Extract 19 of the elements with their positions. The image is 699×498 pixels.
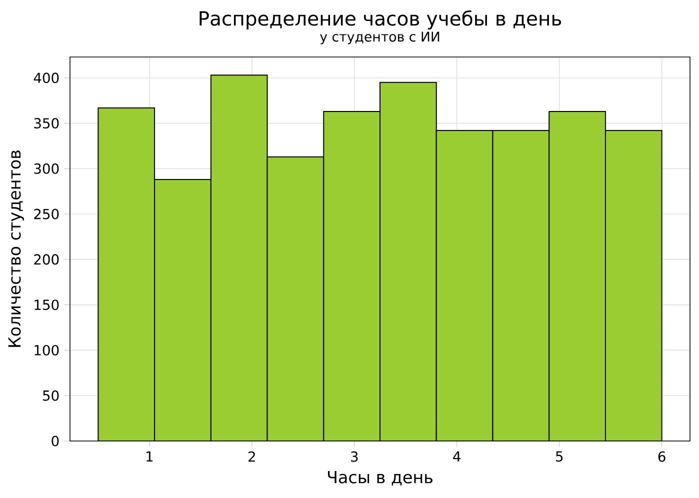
y-tick-label: 0	[52, 436, 59, 446]
y-tick-label: 50	[43, 390, 59, 401]
x-tick-label: 6	[658, 451, 666, 462]
y-tick-label: 300	[34, 163, 59, 174]
x-tick-label: 3	[351, 451, 358, 462]
x-axis-title: Часы в день	[328, 471, 432, 486]
x-tick-label: 1	[146, 451, 153, 462]
y-tick-label: 150	[34, 300, 59, 310]
x-tick-label: 4	[453, 451, 461, 462]
y-tick-label: 200	[34, 254, 59, 265]
y-tick-label: 250	[34, 208, 59, 220]
x-tick-label: 2	[248, 451, 255, 462]
y-tick-label: 100	[34, 344, 59, 356]
y-tick-label: 350	[34, 118, 59, 128]
x-tick-label: 5	[556, 451, 563, 462]
chart-title: Распределение часов учебы в день	[200, 10, 562, 30]
y-tick-label: 400	[34, 72, 59, 84]
y-axis-title: Количество студентов	[8, 150, 24, 347]
chart-subtitle: у студентов с ИИ	[320, 32, 440, 44]
